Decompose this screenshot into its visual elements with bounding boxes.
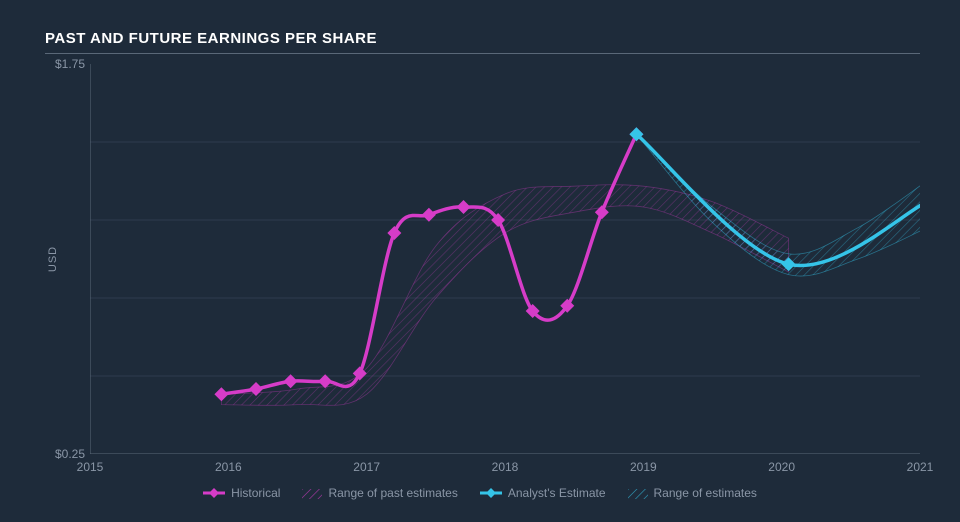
legend-past-range: Range of past estimates bbox=[302, 486, 457, 500]
legend-historical-label: Historical bbox=[231, 486, 280, 500]
legend-past-range-swatch bbox=[302, 488, 322, 498]
x-tick-label: 2017 bbox=[353, 460, 380, 474]
y-tick-label: $0.25 bbox=[55, 447, 85, 461]
legend-historical: Historical bbox=[203, 486, 280, 500]
chart-title: PAST AND FUTURE EARNINGS PER SHARE bbox=[45, 30, 930, 47]
legend-future-range-label: Range of estimates bbox=[654, 486, 757, 500]
legend-analyst-swatch bbox=[480, 487, 502, 499]
x-tick-label: 2015 bbox=[77, 460, 104, 474]
legend-historical-swatch bbox=[203, 487, 225, 499]
legend-past-range-label: Range of past estimates bbox=[328, 486, 457, 500]
x-tick-label: 2018 bbox=[492, 460, 519, 474]
title-divider bbox=[45, 53, 920, 54]
y-axis-label: USD bbox=[47, 246, 59, 272]
eps-chart-container: PAST AND FUTURE EARNINGS PER SHARE USD $… bbox=[0, 0, 960, 522]
x-tick-label: 2016 bbox=[215, 460, 242, 474]
chart-legend: Historical Range of past estimates Analy… bbox=[30, 486, 930, 500]
plot-area: USD $0.25$1.7520152016201720182019202020… bbox=[90, 64, 920, 454]
legend-analyst-label: Analyst's Estimate bbox=[508, 486, 606, 500]
legend-future-range: Range of estimates bbox=[628, 486, 757, 500]
x-tick-label: 2021 bbox=[907, 460, 934, 474]
x-tick-label: 2020 bbox=[768, 460, 795, 474]
legend-future-range-swatch bbox=[628, 488, 648, 498]
chart-svg bbox=[90, 64, 920, 454]
legend-analyst: Analyst's Estimate bbox=[480, 486, 606, 500]
y-tick-label: $1.75 bbox=[55, 57, 85, 71]
x-tick-label: 2019 bbox=[630, 460, 657, 474]
